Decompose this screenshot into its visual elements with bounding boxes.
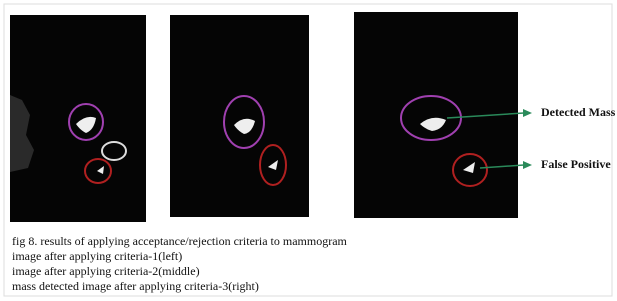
annotation-label: False Positive [541, 157, 611, 171]
annotation-label: Detected Mass [541, 105, 616, 119]
caption-line: image after applying criteria-2(middle) [12, 264, 200, 278]
caption-line: image after applying criteria-1(left) [12, 249, 182, 263]
figure: Detected Mass False Positive fig 8. resu… [0, 0, 617, 301]
arrow-head [523, 161, 532, 169]
mammogram-middle [170, 15, 309, 217]
mammogram-left [10, 15, 146, 222]
caption-line: mass detected image after applying crite… [12, 279, 259, 293]
caption-line: fig 8. results of applying acceptance/re… [12, 234, 347, 248]
arrow-head [523, 109, 532, 117]
